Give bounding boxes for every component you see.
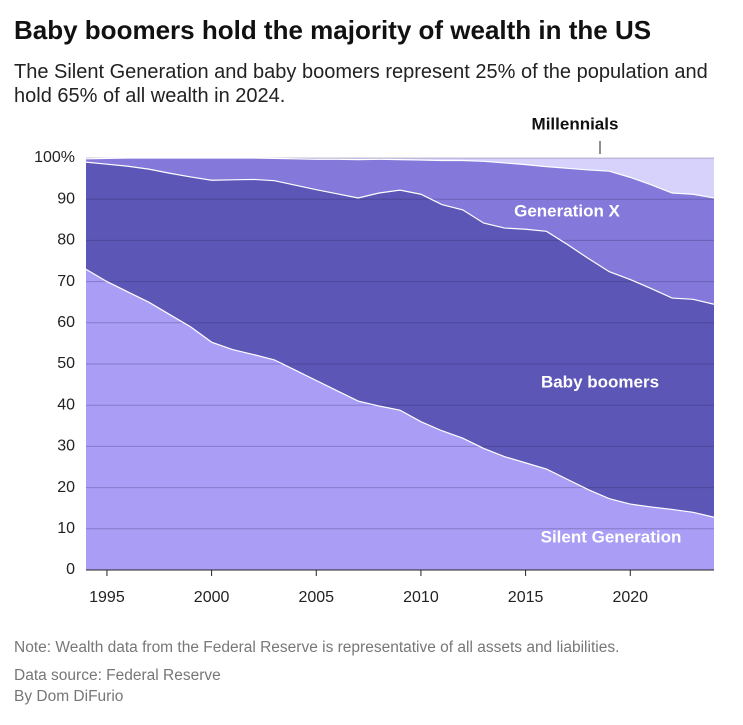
area <box>86 158 714 198</box>
x-tick-label: 2010 <box>403 589 439 606</box>
chart-title: Baby boomers hold the majority of wealth… <box>14 15 651 45</box>
y-tick-label: 0 <box>66 561 75 578</box>
y-tick-label: 50 <box>57 355 75 372</box>
area <box>86 162 714 518</box>
y-tick-label: 80 <box>57 232 75 249</box>
y-tick-label: 10 <box>57 520 75 537</box>
y-tick-label: 60 <box>57 314 75 331</box>
area <box>86 269 714 570</box>
y-tick-label: 30 <box>57 438 75 455</box>
x-tick-label: 2000 <box>194 589 230 606</box>
subtitle-box: The Silent Generation and baby boomers r… <box>14 61 708 107</box>
y-tick-label: 90 <box>57 190 75 207</box>
source: Data source: Federal Reserve <box>14 667 221 684</box>
y-tick-label: 20 <box>57 479 75 496</box>
y-tick-label: 100% <box>34 149 75 166</box>
boundary-line <box>85 157 715 199</box>
y-tick-label: 70 <box>57 273 75 290</box>
chart-subtitle: The Silent Generation and baby boomers r… <box>14 61 708 107</box>
series-label: Baby boomers <box>541 372 659 391</box>
x-tick-label: 2015 <box>508 589 544 606</box>
note: Note: Wealth data from the Federal Reser… <box>14 639 619 656</box>
byline: By Dom DiFurio <box>14 688 123 705</box>
x-tick-label: 2020 <box>612 589 648 606</box>
y-tick-label: 40 <box>57 396 75 413</box>
x-tick-label: 1995 <box>89 589 125 606</box>
boundary-line <box>85 268 715 518</box>
series-label: Generation X <box>514 201 620 220</box>
series-label: Millennials <box>532 114 619 133</box>
x-tick-label: 2005 <box>298 589 334 606</box>
area <box>86 158 714 305</box>
series-label: Silent Generation <box>541 527 682 546</box>
boundary-line <box>85 161 715 305</box>
